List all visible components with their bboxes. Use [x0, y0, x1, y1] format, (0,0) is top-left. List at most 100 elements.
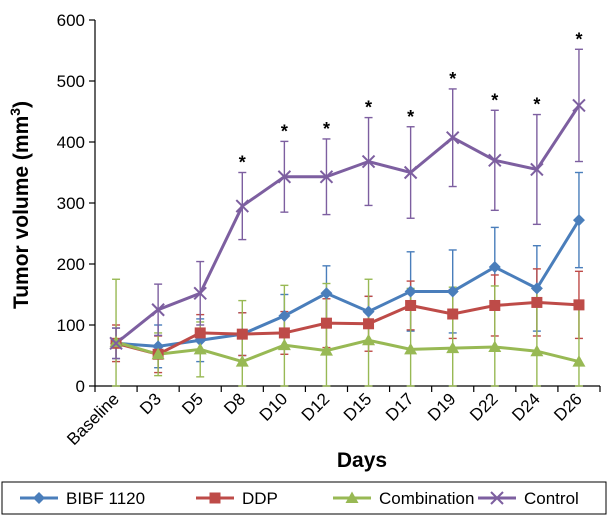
bibf-1120-point [404, 285, 417, 298]
bibf-1120-point [320, 287, 333, 300]
legend-swatch-marker [209, 492, 221, 504]
combination-point [151, 347, 165, 360]
ddp-point [489, 299, 501, 311]
bibf-1120-point [278, 309, 291, 322]
bibf-1120-point [488, 261, 501, 274]
significance-star: * [575, 29, 582, 49]
combination-error-bar [364, 278, 373, 387]
y-tick-label: 600 [57, 11, 85, 30]
marker-stroke [235, 199, 249, 213]
ddp-point [363, 318, 375, 330]
x-tick-label: D10 [256, 389, 291, 424]
series-markers-layer [109, 98, 586, 367]
ddp-point [573, 299, 585, 311]
x-tick-label: D3 [136, 389, 165, 418]
y-tick-label: 0 [76, 377, 85, 396]
combination-error-bar [238, 299, 247, 387]
marker-stroke [361, 154, 376, 169]
legend-label: BIBF 1120 [66, 489, 145, 508]
marker-stroke [530, 162, 544, 177]
significance-star: * [365, 98, 372, 118]
significance-star: * [533, 95, 540, 115]
ddp-point [531, 296, 543, 308]
marker-stroke [572, 98, 586, 113]
ddp-point [194, 327, 206, 339]
marker-stroke [193, 286, 207, 300]
y-tick-label: 500 [57, 72, 85, 91]
ddp-point [405, 299, 417, 311]
control-line [115, 104, 581, 345]
x-tick-label: D17 [382, 389, 417, 424]
significance-star: * [323, 119, 330, 139]
legend-item-combination: Combination [333, 489, 474, 508]
marker-stroke [109, 336, 123, 351]
legend-label: Combination [379, 489, 474, 508]
control-point [277, 170, 292, 184]
ddp-point [447, 308, 459, 320]
x-tick-label: Baseline [63, 389, 123, 449]
x-tick-label: D5 [178, 389, 207, 418]
control-point [319, 170, 334, 184]
marker-stroke [490, 491, 504, 505]
control-point [488, 153, 502, 168]
combination-point [235, 355, 249, 367]
legend: BIBF 1120 DDP Combination Control [1, 481, 607, 515]
significance-layer: * * * * * * * * * [239, 29, 583, 172]
marker-stroke [151, 303, 165, 317]
x-tick-label: D15 [340, 389, 375, 424]
control-point [235, 199, 249, 213]
control-point [530, 162, 544, 177]
combination-point [572, 355, 586, 367]
x-tick-label: D26 [550, 389, 585, 424]
ddp-point [236, 328, 248, 340]
x-axis-title: Days [337, 449, 387, 472]
control-point [572, 98, 586, 113]
x-tick-label: D8 [220, 389, 249, 418]
legend-swatch-marker [345, 491, 359, 503]
combination-point [362, 333, 376, 346]
legend-item-bibf-1120: BIBF 1120 [20, 489, 145, 508]
combination-point [277, 338, 291, 351]
bibf-1120-point [362, 305, 375, 318]
combination-error-bar [448, 286, 457, 387]
marker-stroke [319, 170, 334, 184]
bibf-1120-point [530, 282, 543, 295]
legend-swatch-marker [490, 491, 504, 505]
y-axis-title: Tumor volume (mm3) [7, 101, 33, 309]
legend-swatch-marker [33, 492, 45, 504]
combination-error-bar [322, 282, 331, 387]
legend-label: DDP [242, 489, 278, 508]
combination-point [404, 342, 418, 355]
significance-star: * [239, 153, 246, 173]
marker-stroke [403, 165, 418, 180]
significance-star: * [407, 107, 414, 127]
significance-star: * [491, 90, 498, 110]
marker-stroke [277, 170, 292, 184]
control-point [193, 286, 207, 300]
y-tick-label: 200 [57, 255, 85, 274]
x-tick-label: D19 [424, 389, 459, 424]
control-point [151, 303, 165, 317]
bibf-1120-point [446, 285, 459, 298]
y-tick-label: 400 [57, 133, 85, 152]
combination-point [193, 342, 207, 355]
significance-star: * [281, 121, 288, 141]
ddp-point [278, 327, 290, 339]
control-point [361, 154, 376, 169]
ddp-point [320, 317, 332, 329]
combination-point [530, 344, 544, 357]
legend-item-ddp: DDP [196, 489, 278, 508]
combination-line [115, 338, 580, 364]
legend-label: Control [524, 489, 579, 508]
combination-point [488, 340, 502, 352]
marker-stroke [446, 131, 460, 145]
combination-point [446, 341, 460, 354]
x-tick-label: D24 [508, 389, 543, 424]
x-tick-label: D12 [298, 389, 333, 424]
control-point [109, 336, 123, 351]
bibf-1120-point [572, 214, 585, 227]
ddp-line [115, 300, 580, 356]
legend-item-control: Control [478, 489, 579, 508]
